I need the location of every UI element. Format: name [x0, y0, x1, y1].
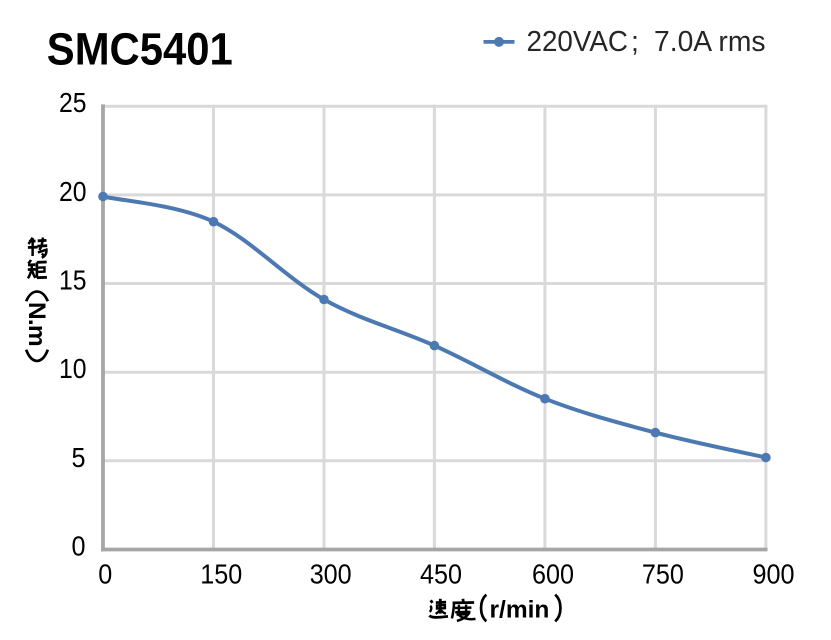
svg-text:20: 20 — [59, 176, 87, 207]
svg-text:150: 150 — [200, 559, 242, 590]
svg-text:7.0A rms: 7.0A rms — [654, 26, 766, 58]
svg-text:450: 450 — [420, 559, 462, 590]
svg-text:0: 0 — [72, 531, 86, 562]
svg-text:15: 15 — [59, 265, 87, 296]
svg-text:r/min: r/min — [490, 597, 550, 624]
svg-text:5: 5 — [72, 442, 86, 473]
svg-text:0: 0 — [98, 559, 112, 590]
svg-text:10: 10 — [59, 353, 87, 384]
svg-text:SMC5401: SMC5401 — [47, 23, 233, 74]
svg-text:750: 750 — [642, 559, 684, 590]
svg-text:220VAC: 220VAC — [527, 26, 629, 58]
svg-text:300: 300 — [310, 559, 352, 590]
svg-text:;: ; — [631, 26, 639, 58]
svg-text:600: 600 — [532, 559, 574, 590]
svg-text:25: 25 — [59, 87, 87, 118]
svg-text:900: 900 — [753, 559, 795, 590]
svg-text:N.m: N.m — [23, 302, 50, 346]
